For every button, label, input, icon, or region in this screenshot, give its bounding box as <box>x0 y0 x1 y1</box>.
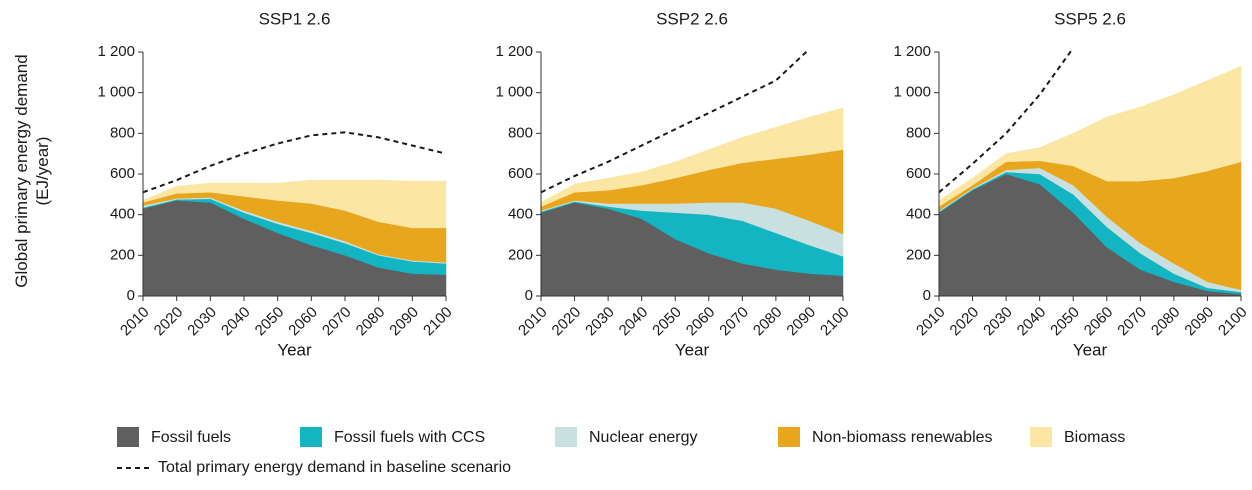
x-tick-label: 2030 <box>582 304 618 340</box>
y-tick-label: 0 <box>127 287 135 304</box>
x-tick-label: 2020 <box>151 304 187 340</box>
legend-label: Non-biomass renewables <box>812 429 993 446</box>
x-tick-label: 2060 <box>285 304 321 340</box>
x-tick-label: 2090 <box>783 304 819 340</box>
x-axis-title: Year <box>277 340 312 359</box>
x-tick-label: 2050 <box>1047 304 1083 340</box>
x-tick-label: 2010 <box>117 304 153 340</box>
chart-title: SSP5 2.6 <box>1054 9 1126 28</box>
y-tick-label: 600 <box>508 165 533 182</box>
legend-label: Fossil fuels with CCS <box>334 429 485 446</box>
y-tick-label: 1 200 <box>97 43 135 60</box>
x-tick-label: 2040 <box>616 304 652 340</box>
x-axis-title: Year <box>675 340 710 359</box>
x-tick-label: 2040 <box>218 304 254 340</box>
y-tick-label: 800 <box>110 124 135 141</box>
x-tick-label: 2030 <box>184 304 220 340</box>
x-tick-label: 2060 <box>683 304 719 340</box>
legend-label: Fossil fuels <box>151 429 231 446</box>
y-tick-label: 1 000 <box>495 84 533 101</box>
y-tick-label: 600 <box>906 165 931 182</box>
y-tick-label: 400 <box>110 206 135 223</box>
x-tick-label: 2090 <box>386 304 422 340</box>
legend-label: Total primary energy demand in baseline … <box>158 459 511 476</box>
y-tick-label: 1 200 <box>495 43 533 60</box>
x-tick-label: 2060 <box>1081 304 1117 340</box>
y-tick-label: 400 <box>508 206 533 223</box>
baseline-line <box>143 131 446 194</box>
legend-label: Nuclear energy <box>589 429 698 446</box>
chart-title: SSP2 2.6 <box>656 9 728 28</box>
legend-label: Biomass <box>1064 429 1125 446</box>
x-tick-label: 2100 <box>420 304 456 340</box>
x-tick-label: 2070 <box>1114 304 1150 340</box>
legend-swatch <box>778 427 800 447</box>
y-axis-title: Global primary energy demand (EJ/year) <box>12 54 52 288</box>
y-tick-label: 200 <box>906 246 931 263</box>
x-tick-label: 2080 <box>1148 304 1184 340</box>
x-tick-label: 2010 <box>515 304 551 340</box>
y-tick-label: 800 <box>906 124 931 141</box>
y-tick-label: 1 000 <box>97 84 135 101</box>
x-tick-label: 2050 <box>649 304 685 340</box>
legend-swatch <box>117 427 139 447</box>
x-tick-label: 2080 <box>353 304 389 340</box>
baseline-line <box>541 50 810 194</box>
y-tick-label: 600 <box>110 165 135 182</box>
area <box>142 179 447 229</box>
y-tick-label: 200 <box>508 246 533 263</box>
y-tick-label: 1 000 <box>893 84 931 101</box>
baseline-line <box>939 50 1073 194</box>
x-tick-label: 2030 <box>980 304 1016 340</box>
y-tick-label: 200 <box>110 246 135 263</box>
legend-swatch <box>1030 427 1052 447</box>
x-tick-label: 2090 <box>1181 304 1217 340</box>
legend-swatch <box>300 427 322 447</box>
y-tick-label: 800 <box>508 124 533 141</box>
y-tick-label: 400 <box>906 206 931 223</box>
x-tick-label: 2070 <box>319 304 355 340</box>
x-tick-label: 2050 <box>252 304 288 340</box>
area <box>938 65 1242 207</box>
x-tick-label: 2010 <box>913 304 949 340</box>
x-tick-label: 2070 <box>716 304 752 340</box>
y-tick-label: 0 <box>525 287 533 304</box>
x-axis-title: Year <box>1073 340 1108 359</box>
x-tick-label: 2020 <box>947 304 983 340</box>
x-tick-label: 2020 <box>549 304 585 340</box>
area <box>540 107 844 207</box>
x-tick-label: 2080 <box>750 304 786 340</box>
y-tick-label: 0 <box>923 287 931 304</box>
x-tick-label: 2040 <box>1014 304 1050 340</box>
chart-title: SSP1 2.6 <box>259 9 331 28</box>
x-tick-label: 2100 <box>1215 304 1251 340</box>
legend-swatch <box>555 427 577 447</box>
x-tick-label: 2100 <box>817 304 853 340</box>
y-tick-label: 1 200 <box>893 43 931 60</box>
